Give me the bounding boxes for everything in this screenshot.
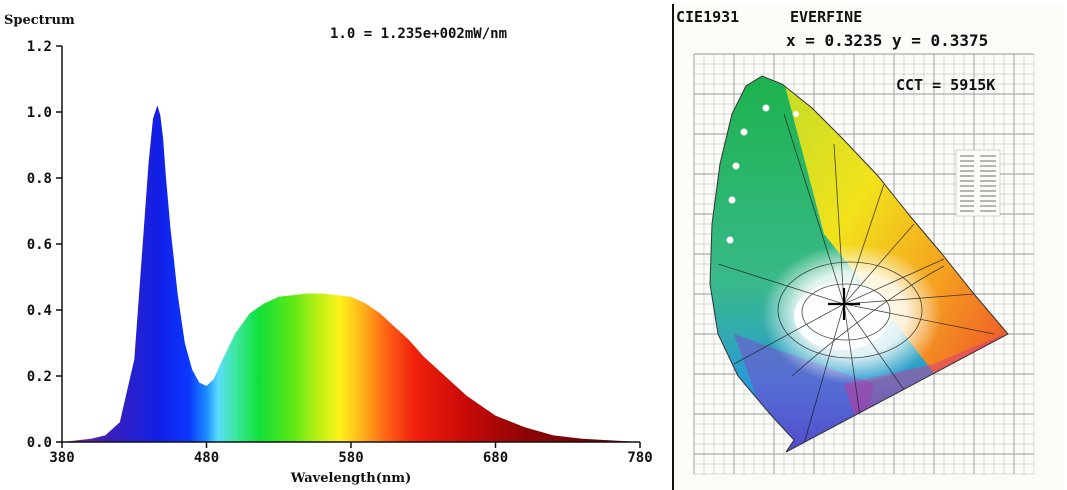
cie1931-diagram-panel: CIE1931 EVERFINE x = 0.3235 y = 0.3375 C… xyxy=(672,4,1064,490)
chromaticity-coordinates: x = 0.3235 y = 0.3375 xyxy=(786,31,988,50)
illuminant-legend xyxy=(955,149,1001,217)
chart-title: Spectrum xyxy=(4,13,75,28)
brand-label: EVERFINE xyxy=(790,8,862,26)
y-tick-label: 1.0 xyxy=(27,105,52,121)
spectrum-chart-panel: Spectrum 1.0 = 1.235e+002mW/nm Wavelengt… xyxy=(4,13,653,486)
cie-title: CIE1931 xyxy=(676,8,739,26)
unit-annotation: 1.0 = 1.235e+002mW/nm xyxy=(330,26,507,42)
spectrum-area xyxy=(62,105,640,443)
x-axis-label: Wavelength(nm) xyxy=(290,471,411,486)
x-tick-label: 480 xyxy=(194,450,219,466)
x-tick-label: 380 xyxy=(49,450,74,466)
spectral-locus-outline xyxy=(709,75,1009,453)
x-tick-label: 680 xyxy=(483,450,508,466)
y-tick-label: 0.0 xyxy=(27,435,52,451)
cct-value: CCT = 5915K xyxy=(896,76,995,94)
y-tick-label: 0.4 xyxy=(27,303,52,319)
y-tick-label: 0.2 xyxy=(27,369,52,385)
spectrum-chart: Spectrum 1.0 = 1.235e+002mW/nm Wavelengt… xyxy=(4,13,653,486)
y-tick-label: 1.2 xyxy=(27,39,52,55)
chromaticity-point-marker xyxy=(828,288,860,320)
x-tick-label: 580 xyxy=(338,450,363,466)
cie1931-diagram: CIE1931 EVERFINE x = 0.3235 y = 0.3375 C… xyxy=(676,8,1035,475)
locus-markers xyxy=(726,104,799,244)
y-tick-label: 0.6 xyxy=(27,237,52,253)
x-tick-label: 780 xyxy=(627,450,652,466)
y-tick-label: 0.8 xyxy=(27,171,52,187)
